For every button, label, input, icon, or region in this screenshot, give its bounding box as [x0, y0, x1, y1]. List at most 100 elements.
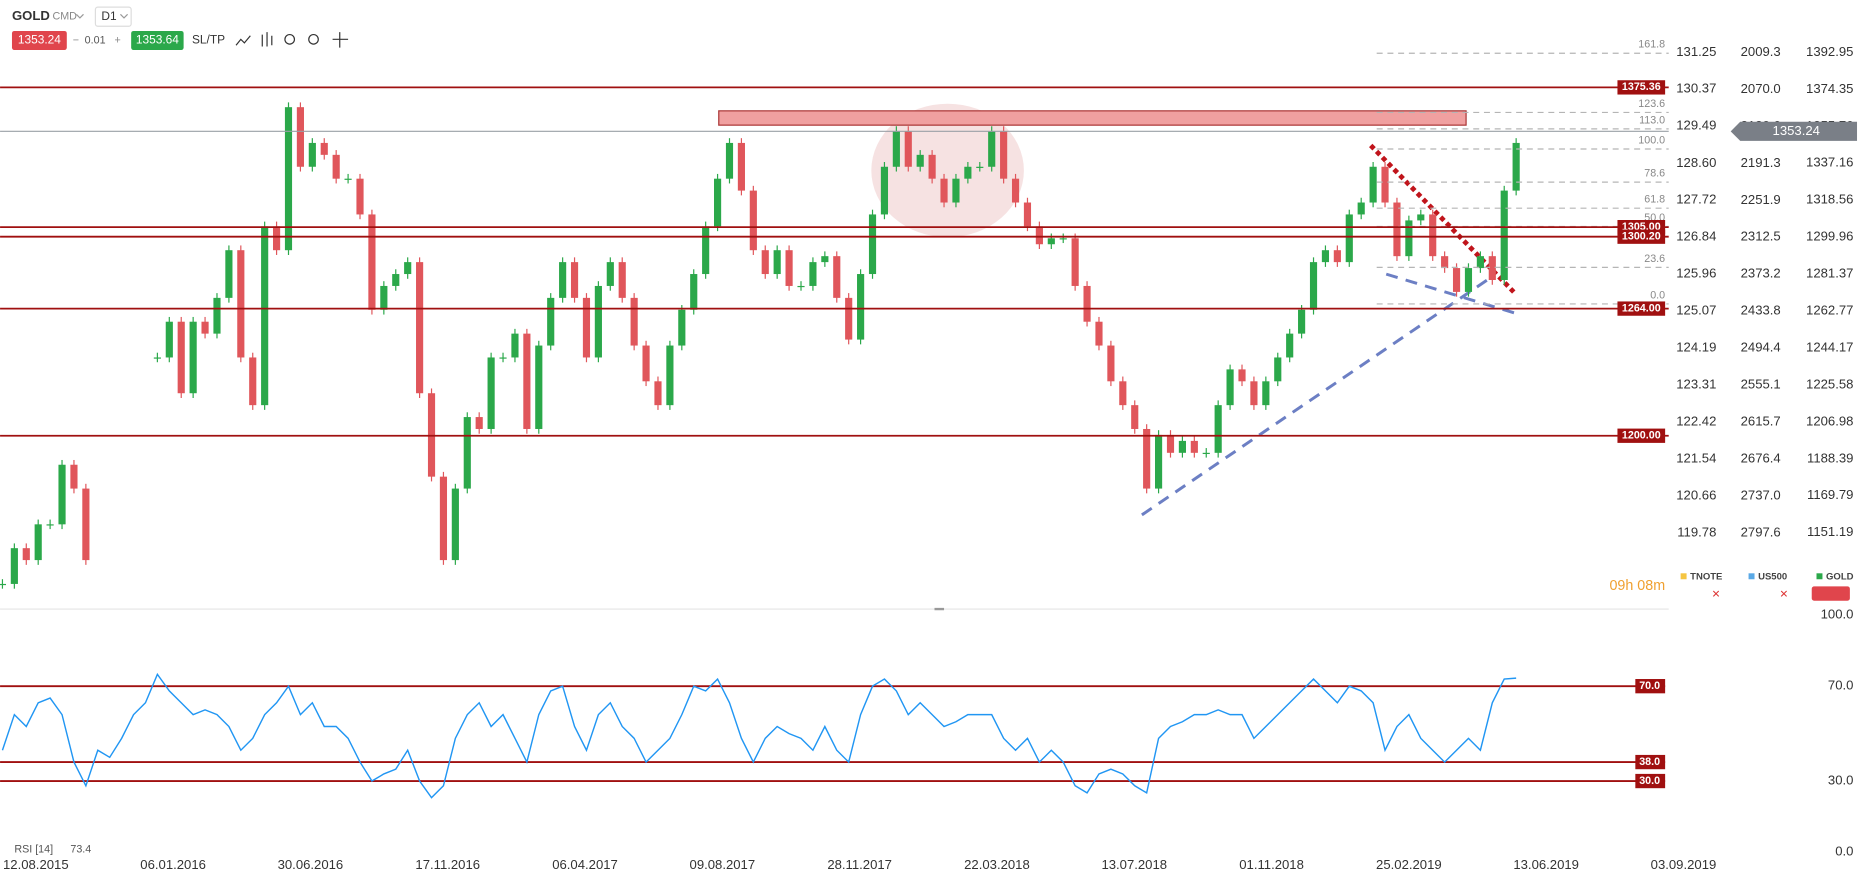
rsi-level-label: 30.0: [1639, 775, 1660, 787]
candle: [714, 178, 722, 227]
candle: [654, 381, 662, 406]
y-tick-label: 2191.3: [1741, 155, 1781, 170]
candle: [1417, 214, 1425, 221]
level-tag: [1617, 229, 1666, 244]
countdown: 09h 08m: [1609, 578, 1665, 594]
y-tick-label: 1244.17: [1806, 339, 1853, 354]
y-tick-label: 100.0: [1821, 606, 1854, 621]
y-tick-label: 130.37: [1676, 81, 1716, 96]
y-tick-label: 1392.95: [1806, 44, 1853, 59]
legend-close[interactable]: ✕: [1780, 589, 1789, 601]
legend-label[interactable]: US500: [1758, 571, 1787, 582]
buy-button[interactable]: [131, 30, 184, 51]
chevron[interactable]: [75, 13, 84, 19]
candle: [594, 285, 602, 358]
candle: [1405, 220, 1413, 257]
x-tick-label: 30.06.2016: [278, 857, 344, 872]
candle: [821, 256, 829, 263]
chevron[interactable]: [120, 13, 129, 19]
candle: [1143, 428, 1151, 489]
timeframe-box[interactable]: [94, 6, 132, 27]
x-tick-label: 13.06.2019: [1513, 857, 1579, 872]
candle: [1393, 202, 1401, 257]
candle: [392, 274, 400, 286]
y-tick-label: 2070.0: [1741, 81, 1781, 96]
candle: [320, 142, 328, 155]
indicator-name: RSI [14]: [14, 844, 53, 856]
y-tick-label: 1318.56: [1806, 192, 1853, 207]
candle: [165, 321, 173, 358]
candle: [380, 285, 388, 310]
indicator-value: 73.4: [70, 844, 91, 856]
x-tick-label: 17.11.2016: [415, 857, 480, 872]
candle: [1250, 381, 1258, 406]
x-tick-label: 06.04.2017: [552, 857, 618, 872]
level-tag: [1617, 80, 1666, 95]
resistance-zone: [718, 110, 1467, 126]
lot-step[interactable]: 0.01: [85, 34, 106, 46]
candle: [749, 190, 757, 251]
candle: [308, 142, 316, 167]
y-tick-label: 126.84: [1676, 229, 1716, 244]
candle: [559, 262, 567, 298]
candle: [499, 357, 507, 359]
candle: [702, 226, 710, 275]
y-tick-label: 2797.6: [1741, 524, 1781, 539]
sell-button[interactable]: [11, 30, 67, 51]
candle: [1226, 369, 1234, 406]
legend-close[interactable]: ✕: [1712, 589, 1721, 601]
candle: [1488, 256, 1496, 280]
candle: [1083, 285, 1091, 322]
legend-button[interactable]: [1811, 586, 1850, 601]
candle: [988, 131, 996, 167]
x-tick-label: 06.01.2016: [140, 857, 206, 872]
fib-label: 78.6: [1644, 168, 1665, 180]
candle: [1131, 405, 1139, 429]
y-tick-label: 122.42: [1676, 414, 1716, 429]
candle: [1464, 268, 1473, 292]
y-tick-label: 125.07: [1676, 303, 1716, 318]
line-icon[interactable]: [235, 35, 251, 46]
candle: [868, 214, 877, 275]
candle: [1238, 369, 1246, 382]
ask-price[interactable]: 1353.64: [136, 33, 179, 47]
y-tick-label: 1169.79: [1807, 487, 1853, 502]
candle: [475, 417, 483, 429]
candle: [1000, 131, 1008, 179]
legend-label[interactable]: GOLD: [1826, 571, 1854, 582]
level-label: 1200.00: [1622, 430, 1661, 442]
candle: [1095, 321, 1103, 346]
minus[interactable]: −: [73, 34, 79, 46]
y-tick-label: 2737.0: [1741, 487, 1781, 502]
symbol[interactable]: GOLD: [12, 8, 50, 23]
candle: [1500, 190, 1508, 280]
timeframe[interactable]: D1: [101, 9, 117, 23]
zoom-out-icon[interactable]: [284, 33, 296, 45]
y-tick-label: 1188.39: [1807, 450, 1853, 465]
zoom-in-icon[interactable]: [308, 33, 319, 45]
candle: [1298, 309, 1306, 334]
candle: [1309, 262, 1318, 310]
candle: [1381, 166, 1389, 203]
candles-icon[interactable]: [261, 32, 273, 47]
sltp-button[interactable]: SL/TP: [192, 33, 225, 47]
plus[interactable]: +: [114, 34, 120, 46]
candle: [952, 178, 960, 203]
candle: [1071, 238, 1079, 286]
candle: [0, 583, 7, 586]
crosshair-icon[interactable]: [332, 32, 349, 48]
candle: [630, 297, 638, 346]
candle: [439, 476, 448, 561]
rsi-level-tag: [1635, 754, 1666, 770]
x-tick-label: 13.07.2018: [1101, 857, 1167, 872]
candle: [1512, 142, 1520, 191]
candle: [34, 524, 42, 561]
x-tick-label: 28.11.2017: [827, 857, 892, 872]
bid-price[interactable]: 1353.24: [18, 33, 61, 47]
legend-label[interactable]: TNOTE: [1690, 571, 1722, 582]
candle: [916, 154, 924, 167]
candle: [880, 166, 889, 215]
candle: [1190, 440, 1198, 453]
level-tag: [1617, 428, 1666, 443]
